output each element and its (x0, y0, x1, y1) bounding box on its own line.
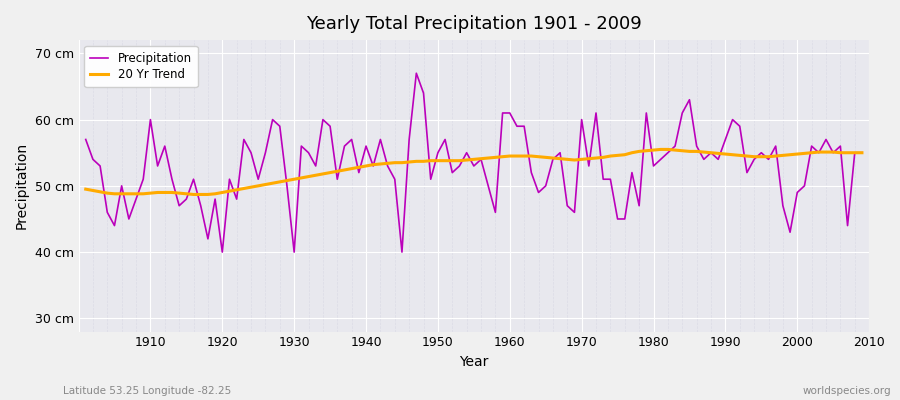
Legend: Precipitation, 20 Yr Trend: Precipitation, 20 Yr Trend (85, 46, 197, 87)
Precipitation (411, 71, 422, 76)
20 Yr Trend (857, 150, 868, 155)
20 Yr Trend (138, 191, 148, 196)
Precipitation (346, 137, 357, 142)
Precipitation (303, 150, 314, 155)
20 Yr Trend (188, 192, 199, 197)
Text: Latitude 53.25 Longitude -82.25: Latitude 53.25 Longitude -82.25 (63, 386, 231, 396)
Y-axis label: Precipitation: Precipitation (15, 142, 29, 230)
Precipitation (518, 124, 529, 129)
Precipitation (138, 177, 148, 182)
20 Yr Trend (504, 154, 515, 158)
20 Yr Trend (346, 166, 357, 171)
Text: worldspecies.org: worldspecies.org (803, 386, 891, 396)
20 Yr Trend (655, 147, 666, 152)
Precipitation (511, 124, 522, 129)
Line: 20 Yr Trend: 20 Yr Trend (86, 150, 862, 194)
20 Yr Trend (598, 155, 608, 160)
20 Yr Trend (80, 187, 91, 192)
Line: Precipitation: Precipitation (86, 73, 862, 252)
X-axis label: Year: Year (459, 355, 489, 369)
20 Yr Trend (303, 174, 314, 179)
Title: Yearly Total Precipitation 1901 - 2009: Yearly Total Precipitation 1901 - 2009 (306, 15, 642, 33)
Precipitation (217, 250, 228, 254)
20 Yr Trend (511, 154, 522, 158)
Precipitation (857, 150, 868, 155)
Precipitation (605, 177, 616, 182)
Precipitation (80, 137, 91, 142)
